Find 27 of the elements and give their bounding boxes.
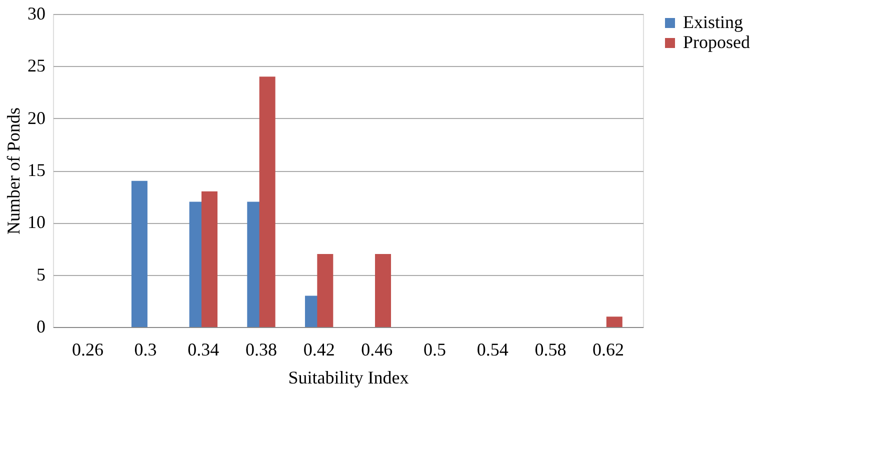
x-tick-label: 0.42 — [303, 340, 335, 360]
x-tick-label: 0.54 — [476, 340, 508, 360]
bar — [259, 76, 276, 327]
x-tick-label: 0.62 — [592, 340, 624, 360]
x-tick-label: 0.5 — [424, 340, 446, 360]
y-tick-label: 30 — [28, 4, 46, 24]
y-axis-title: Number of Ponds — [4, 108, 24, 234]
x-axis-title: Suitability Index — [288, 368, 409, 388]
x-tick-label: 0.46 — [361, 340, 393, 360]
y-tick-label: 10 — [28, 212, 46, 232]
x-tick-label: 0.26 — [72, 340, 104, 360]
x-tick-label: 0.58 — [534, 340, 566, 360]
y-tick-label: 20 — [28, 108, 46, 128]
y-tick-label: 0 — [36, 316, 46, 336]
x-tick-label: 0.34 — [188, 340, 220, 360]
bar — [131, 180, 148, 327]
legend-label: Proposed — [683, 32, 750, 52]
y-tick-label: 5 — [36, 264, 46, 284]
y-tick-label: 25 — [28, 56, 46, 76]
bar — [606, 316, 622, 327]
bar — [317, 254, 334, 327]
x-tick-label: 0.3 — [134, 340, 157, 360]
y-tick-label: 15 — [28, 160, 46, 180]
legend-label: Existing — [683, 12, 744, 32]
bar — [375, 254, 392, 327]
x-tick-label: 0.38 — [245, 340, 277, 360]
bar — [201, 191, 218, 327]
